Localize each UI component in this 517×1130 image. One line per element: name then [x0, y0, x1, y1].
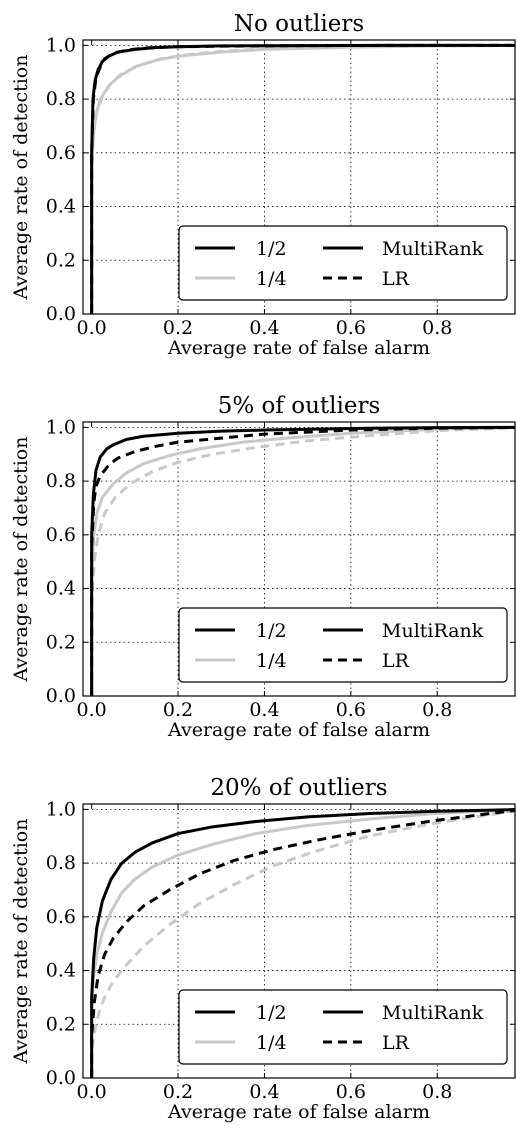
- y-axis-label: Average rate of detection: [10, 55, 32, 301]
- x-tick-label: 0.4: [249, 1081, 279, 1103]
- y-tick-label: 0.8: [46, 88, 76, 110]
- legend-label: LR: [382, 1032, 410, 1054]
- x-axis-label: Average rate of false alarm: [167, 719, 430, 741]
- series-line-1-4-multirank: [90, 808, 515, 1078]
- chart-title: No outliers: [234, 11, 364, 37]
- axes-frame: [82, 421, 516, 697]
- y-tick-label: 0.2: [46, 631, 76, 653]
- x-tick-label: 0.8: [422, 1081, 452, 1103]
- legend-box: [178, 607, 508, 683]
- x-tick-label: 0.0: [77, 699, 107, 721]
- series-line-1-4-multirank: [90, 426, 515, 696]
- y-axis-label: Average rate of detection: [10, 437, 32, 683]
- x-tick-label: 0.4: [249, 317, 279, 339]
- y-tick-label: 0.0: [46, 303, 76, 325]
- x-tick-label: 0.4: [249, 699, 279, 721]
- x-tick-label: 0.0: [77, 317, 107, 339]
- x-tick-label: 0.2: [163, 1081, 193, 1103]
- x-tick-label: 0.8: [422, 317, 452, 339]
- series-group: [90, 425, 515, 696]
- x-tick-label: 0.2: [163, 317, 193, 339]
- legend: 1/2 1/4 MultiRank LR: [178, 225, 508, 301]
- y-tick-label: 1.0: [46, 416, 76, 438]
- legend-label: 1/2: [256, 238, 287, 260]
- series-line-1-4-lr: [90, 809, 515, 1078]
- chart-panel-3: 0.0 0.2 0.4 0.6 0.8 0.0 0.2 0.4 0.6 0.8 1.0 20% of …: [10, 775, 516, 1123]
- series-line-1-2-lr: [90, 808, 515, 1078]
- y-tick-label: 1.0: [46, 34, 76, 56]
- y-tick-label: 0.8: [46, 852, 76, 874]
- ticks: 0.0 0.2 0.4 0.6 0.8 0.0 0.2 0.4 0.6 0.8 1.0: [46, 34, 515, 339]
- series-line-1-2-multirank: [90, 425, 515, 696]
- y-tick-label: 0.4: [46, 960, 76, 982]
- axes-frame: [82, 39, 516, 315]
- x-tick-label: 0.0: [77, 1081, 107, 1103]
- axes-frame: [82, 803, 516, 1079]
- legend-label: MultiRank: [382, 238, 484, 260]
- series-line-1-2-multirank: [90, 808, 515, 1078]
- x-tick-label: 0.8: [422, 699, 452, 721]
- series-line-1-2-lr: [90, 43, 515, 314]
- series-line-1-2-lr: [90, 425, 515, 696]
- y-tick-label: 0.6: [46, 524, 76, 546]
- legend-label: 1/4: [256, 268, 287, 290]
- y-tick-label: 0.6: [46, 142, 76, 164]
- chart-title: 5% of outliers: [218, 393, 381, 419]
- legend: 1/2 1/4 MultiRank LR: [178, 989, 508, 1065]
- legend-box: [178, 225, 508, 301]
- y-tick-label: 0.4: [46, 196, 76, 218]
- legend-label: 1/4: [256, 650, 287, 672]
- y-tick-label: 0.0: [46, 1067, 76, 1089]
- legend-label: 1/2: [256, 620, 287, 642]
- x-tick-label: 0.2: [163, 699, 193, 721]
- legend-label: LR: [382, 650, 410, 672]
- chart-panel-1: 0.0 0.2 0.4 0.6 0.8 0.0 0.2 0.4 0.6 0.8 1.0 No outl…: [10, 11, 516, 359]
- chart-title: 20% of outliers: [210, 775, 387, 801]
- x-tick-label: 0.6: [336, 699, 366, 721]
- series-line-1-4-lr: [90, 426, 515, 696]
- ticks: 0.0 0.2 0.4 0.6 0.8 0.0 0.2 0.4 0.6 0.8 1.0: [46, 798, 515, 1103]
- y-axis-label: Average rate of detection: [10, 819, 32, 1065]
- series-group: [90, 808, 515, 1078]
- legend-box: [178, 989, 508, 1065]
- x-axis-label: Average rate of false alarm: [167, 1101, 430, 1123]
- ticks: 0.0 0.2 0.4 0.6 0.8 0.0 0.2 0.4 0.6 0.8 1.0: [46, 416, 515, 721]
- legend-label: MultiRank: [382, 1002, 484, 1024]
- x-tick-label: 0.6: [336, 317, 366, 339]
- legend-label: 1/2: [256, 1002, 287, 1024]
- y-tick-label: 1.0: [46, 798, 76, 820]
- y-tick-label: 0.2: [46, 1013, 76, 1035]
- y-tick-label: 0.6: [46, 906, 76, 928]
- series-group: [90, 43, 515, 314]
- y-tick-label: 0.0: [46, 685, 76, 707]
- chart-panel-2: 0.0 0.2 0.4 0.6 0.8 0.0 0.2 0.4 0.6 0.8 1.0 5% of o…: [10, 393, 516, 741]
- legend-label: MultiRank: [382, 620, 484, 642]
- series-line-1-4-lr: [90, 43, 515, 314]
- y-tick-label: 0.2: [46, 249, 76, 271]
- legend-label: LR: [382, 268, 410, 290]
- y-tick-label: 0.4: [46, 578, 76, 600]
- y-tick-label: 0.8: [46, 470, 76, 492]
- legend-label: 1/4: [256, 1032, 287, 1054]
- legend: 1/2 1/4 MultiRank LR: [178, 607, 508, 683]
- x-tick-label: 0.6: [336, 1081, 366, 1103]
- x-axis-label: Average rate of false alarm: [167, 337, 430, 359]
